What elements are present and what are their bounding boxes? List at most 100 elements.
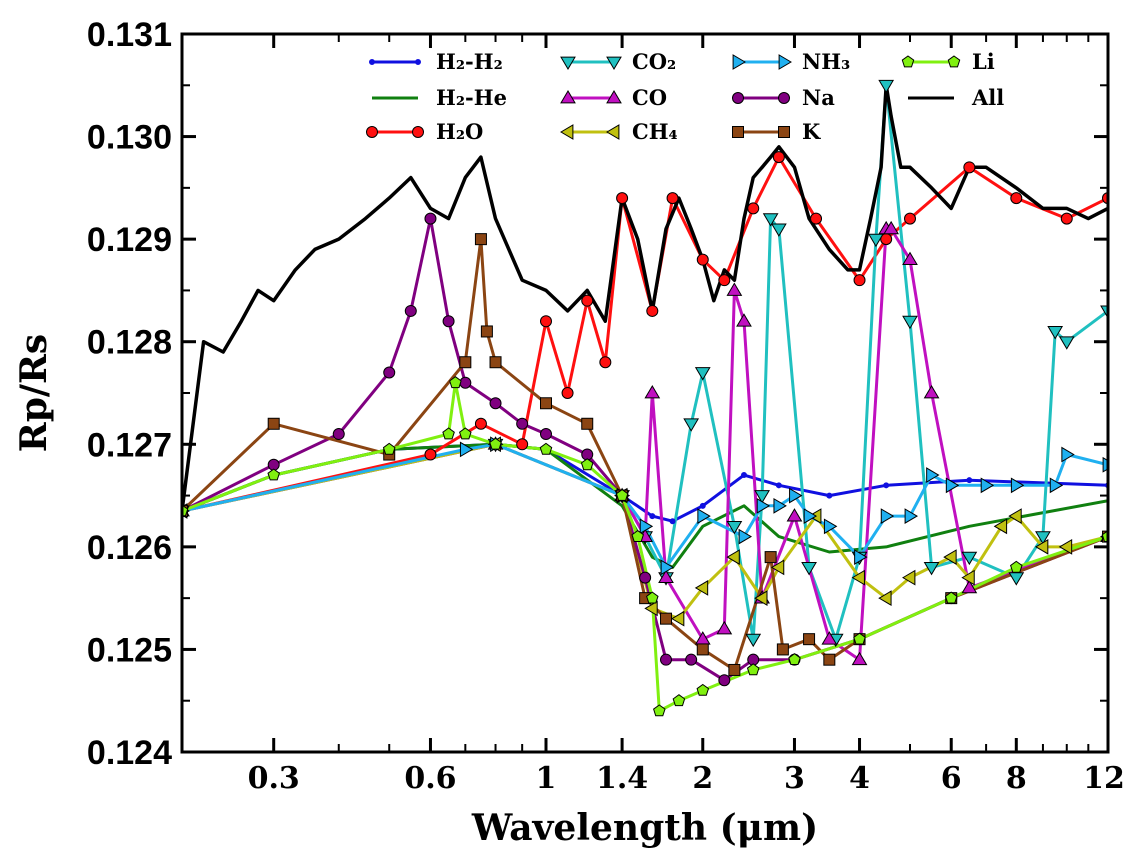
legend-item-ch4: CH₄: [560, 119, 678, 144]
series-line-nh3: [182, 442, 1108, 569]
data-point-h2-h2: [826, 492, 833, 499]
series-line-h2o: [182, 155, 1108, 513]
data-point-li: [442, 427, 455, 440]
legend-label-h2-he: H₂-He: [436, 85, 507, 110]
data-point-ch4: [878, 590, 892, 607]
data-point-li: [853, 632, 866, 645]
data-point-h2o: [903, 212, 916, 225]
x-tick-label: 8: [1006, 761, 1027, 796]
data-point-nh3: [1010, 477, 1025, 494]
legend-marker-na: [732, 92, 744, 104]
data-point-h2o: [810, 212, 823, 225]
data-point-na: [685, 653, 698, 666]
data-point-nh3: [1061, 446, 1075, 463]
legend-item-k: K: [732, 119, 821, 144]
x-tick-label: 1.4: [596, 761, 648, 796]
data-point-k: [267, 417, 280, 430]
data-point-h2-h2: [966, 477, 973, 484]
legend-marker-li: [947, 55, 961, 68]
data-point-na: [424, 212, 437, 225]
y-tick-label: 0.128: [87, 324, 172, 362]
data-point-ch4: [1008, 508, 1022, 524]
legend-item-h2o: H₂O: [366, 119, 483, 144]
data-point-li: [615, 488, 629, 501]
data-point-li: [746, 663, 760, 676]
data-point-h2o: [646, 304, 659, 317]
legend-marker-h2-h2: [369, 59, 375, 65]
data-point-ch4: [851, 569, 865, 586]
legend-marker-li: [901, 55, 915, 68]
data-point-li: [580, 458, 594, 471]
data-point-h2o: [747, 202, 760, 215]
y-tick-label: 0.124: [87, 734, 172, 772]
x-tick-label: 4: [849, 761, 870, 796]
y-axis-label: Rp/Rs: [13, 334, 55, 452]
data-point-h2-h2: [775, 482, 782, 489]
data-point-nh3: [880, 508, 895, 524]
data-point-ch4: [770, 559, 785, 576]
data-point-li: [653, 704, 666, 717]
data-point-co2: [1035, 531, 1051, 545]
data-point-nh3: [756, 497, 771, 514]
data-point-k: [764, 551, 777, 564]
legend-label-h2-h2: H₂-H₂: [436, 49, 503, 74]
data-point-co: [736, 313, 752, 327]
data-point-li: [944, 591, 958, 604]
data-point-ch4: [754, 590, 768, 607]
data-point-na: [660, 653, 673, 666]
data-point-li: [788, 653, 801, 665]
data-point-k: [480, 325, 493, 338]
data-point-na: [718, 674, 731, 687]
data-point-li: [696, 683, 710, 696]
data-point-k: [776, 643, 789, 656]
y-tick-label: 0.131: [87, 16, 172, 54]
data-point-co2: [726, 520, 743, 535]
data-point-h2o: [561, 387, 574, 399]
data-point-co: [658, 569, 674, 584]
legend-item-na: Na: [732, 85, 835, 110]
data-point-ch4: [726, 549, 740, 565]
data-point-nh3: [904, 508, 918, 524]
legend-label-li: Li: [972, 49, 995, 74]
data-point-co2: [923, 561, 940, 576]
data-point-nh3: [823, 518, 838, 535]
data-point-k: [489, 356, 502, 369]
data-point-na: [516, 417, 529, 430]
data-point-co: [786, 508, 803, 522]
data-point-h2-h2: [649, 513, 656, 520]
data-point-h2o: [1060, 212, 1073, 225]
data-point-nh3: [980, 477, 995, 494]
x-tick-label: 0.3: [248, 761, 300, 796]
data-point-h2o: [539, 315, 552, 328]
legend-label-co2: CO₂: [632, 49, 676, 74]
data-point-co2: [902, 315, 918, 330]
data-point-nh3: [697, 508, 711, 524]
data-point-co2: [694, 367, 711, 381]
data-point-h2o: [581, 294, 594, 307]
legend-marker-ch4: [560, 124, 574, 140]
series-line-k: [182, 237, 1108, 672]
data-point-h2o: [516, 438, 529, 451]
data-point-h2o: [666, 192, 679, 205]
legend-item-h2-he: H₂-He: [372, 85, 507, 110]
data-point-co: [883, 220, 900, 235]
data-point-h2o: [474, 417, 487, 430]
data-point-na: [442, 315, 455, 328]
data-point-k: [803, 633, 816, 646]
data-point-ch4: [943, 549, 957, 565]
data-point-k: [581, 417, 594, 430]
data-point-na: [539, 428, 552, 441]
data-point-na: [332, 428, 345, 441]
data-point-h2o: [424, 448, 437, 461]
data-point-h2o: [1010, 192, 1023, 205]
legend-marker-h2o: [366, 126, 378, 138]
series-line-h2-he: [182, 442, 1108, 569]
data-point-co2: [1100, 305, 1108, 319]
data-point-co: [851, 651, 868, 666]
data-point-h2o: [963, 161, 976, 174]
data-point-na: [404, 304, 417, 317]
data-point-co2: [745, 633, 762, 648]
data-point-nh3: [1049, 477, 1064, 494]
data-point-ch4: [1058, 538, 1073, 555]
